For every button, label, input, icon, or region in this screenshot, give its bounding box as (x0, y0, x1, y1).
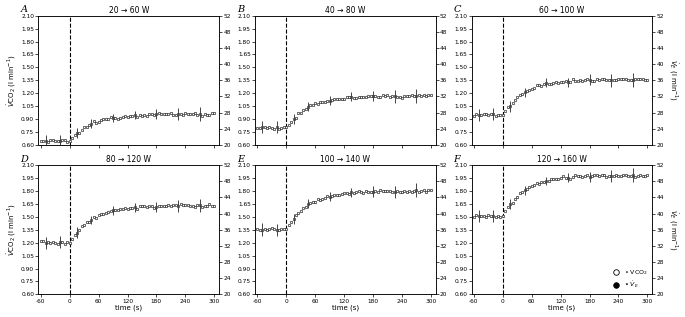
Title: 40 → 80 W: 40 → 80 W (325, 6, 366, 15)
X-axis label: time (s): time (s) (548, 305, 575, 311)
X-axis label: time (s): time (s) (115, 305, 142, 311)
Y-axis label: $\dot{V}$CO$_2$ (l min$^{-1}$): $\dot{V}$CO$_2$ (l min$^{-1}$) (5, 54, 18, 107)
Legend: $\circ$ VCO$_2$, $\bullet$ $\dot{V}_E$: $\circ$ VCO$_2$, $\bullet$ $\dot{V}_E$ (608, 267, 649, 291)
Title: 100 → 140 W: 100 → 140 W (321, 155, 371, 164)
Y-axis label: $\dot{V}_E$ (l min$^{-1}$): $\dot{V}_E$ (l min$^{-1}$) (667, 209, 680, 251)
Text: A: A (21, 5, 27, 14)
Text: B: B (237, 5, 244, 14)
Title: 20 → 60 W: 20 → 60 W (108, 6, 149, 15)
Title: 80 → 120 W: 80 → 120 W (106, 155, 151, 164)
Y-axis label: $\dot{V}_E$ (l min$^{-1}$): $\dot{V}_E$ (l min$^{-1}$) (667, 59, 680, 101)
Y-axis label: $\dot{V}$CO$_2$ (l min$^{-1}$): $\dot{V}$CO$_2$ (l min$^{-1}$) (5, 204, 18, 256)
Title: 120 → 160 W: 120 → 160 W (537, 155, 587, 164)
X-axis label: time (s): time (s) (332, 305, 359, 311)
Text: C: C (453, 5, 461, 14)
Text: E: E (237, 155, 244, 164)
Text: F: F (453, 155, 460, 164)
Title: 60 → 100 W: 60 → 100 W (539, 6, 584, 15)
Text: D: D (21, 155, 28, 164)
